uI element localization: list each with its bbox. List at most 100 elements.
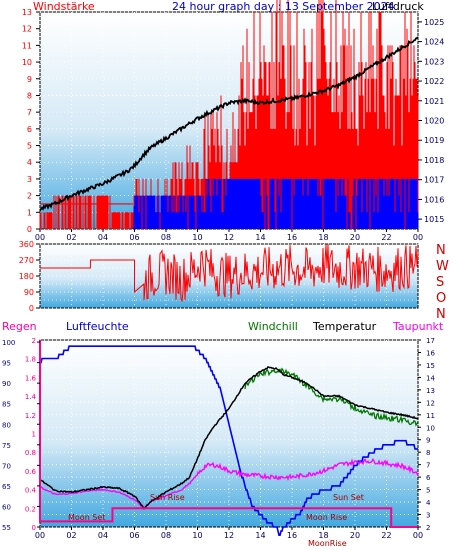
dir-tick-label-0: 0 xyxy=(29,304,34,313)
x3-tick-label-0: 00 xyxy=(35,531,45,540)
x3-tick-label-2: 04 xyxy=(98,531,108,540)
hum-tick-label-3: 70 xyxy=(2,462,11,470)
rain-tick-label-6: 0.6 xyxy=(25,468,37,476)
dir-tick-label-4: 180 xyxy=(19,272,34,281)
wind-tick-label-5: 5 xyxy=(27,142,32,151)
hum-tick-label-1: 60 xyxy=(2,503,11,511)
temp-tick-label-13: 15 xyxy=(426,362,435,370)
label-regen: Regen xyxy=(2,320,37,333)
rain-tick-label-0: 0 xyxy=(32,524,36,532)
label-windchill: Windchill xyxy=(248,320,298,333)
compass-w: W xyxy=(436,259,449,274)
wind-tick-label-3: 3 xyxy=(27,175,32,184)
axes-3: 55606570758085909510000.20.40.60.811.21.… xyxy=(2,337,435,540)
x3-tick-label-7: 14 xyxy=(255,531,265,540)
hum-tick-label-4: 75 xyxy=(2,442,11,450)
x1-tick-label-2: 04 xyxy=(98,233,108,242)
panel-wind-pressure: 0123456789101112131015101610171018101910… xyxy=(22,0,445,242)
temp-tick-label-7: 9 xyxy=(426,437,430,445)
x1-tick-label-10: 20 xyxy=(350,233,360,242)
annotation-sun-rise: Sun Rise xyxy=(150,493,185,502)
pressure-tick-label-10: 1025 xyxy=(424,18,444,27)
temp-tick-label-3: 5 xyxy=(426,487,430,495)
temp-tick-label-1: 3 xyxy=(426,512,430,520)
wind-tick-label-4: 4 xyxy=(27,158,32,167)
wind-tick-label-8: 8 xyxy=(27,91,32,100)
wind-tick-label-12: 12 xyxy=(22,25,32,34)
annotation-moonrise-bottom: MoonRise xyxy=(308,539,347,548)
rain-tick-label-20: 2 xyxy=(32,337,36,345)
humidity-line xyxy=(40,345,418,537)
pressure-line xyxy=(39,36,419,211)
hum-tick-label-2: 65 xyxy=(2,483,11,491)
wind-tick-label-0: 0 xyxy=(27,225,32,234)
label-luftfeuchte: Luftfeuchte xyxy=(66,320,129,333)
x3-tick-label-4: 08 xyxy=(161,531,171,540)
x3-tick-label-3: 06 xyxy=(129,531,139,540)
temperature-line xyxy=(39,365,419,510)
plot-area-3 xyxy=(39,339,419,528)
hum-tick-label-8: 95 xyxy=(2,360,11,368)
panel-temperature-humidity: 55606570758085909510000.20.40.60.811.21.… xyxy=(2,337,435,540)
hum-tick-label-5: 80 xyxy=(2,421,11,429)
temp-tick-label-0: 2 xyxy=(426,524,430,532)
pressure-tick-label-9: 1024 xyxy=(424,38,444,47)
dewpoint-line xyxy=(39,457,419,510)
series-3 xyxy=(39,340,419,537)
temp-tick-label-4: 6 xyxy=(426,474,431,482)
x1-tick-label-3: 06 xyxy=(129,233,139,242)
rain-tick-label-12: 1.2 xyxy=(25,412,36,420)
pressure-tick-label-0: 1015 xyxy=(424,215,444,224)
x1-tick-label-8: 16 xyxy=(287,233,297,242)
rain-tick-label-8: 0.8 xyxy=(25,449,36,457)
pressure-tick-label-6: 1021 xyxy=(424,97,444,106)
wind-tick-label-7: 7 xyxy=(27,108,32,117)
dir-tick-label-2: 90 xyxy=(24,288,34,297)
annotation-sun-set: Sun Set xyxy=(333,493,364,502)
series-1 xyxy=(39,0,419,229)
wind-tick-label-2: 2 xyxy=(27,192,32,201)
wind-tick-label-13: 13 xyxy=(22,8,32,17)
annotation-moon-rise: Moon Rise xyxy=(306,513,347,522)
x1-tick-label-4: 08 xyxy=(161,233,171,242)
hum-tick-label-9: 100 xyxy=(2,339,15,347)
temp-tick-label-5: 7 xyxy=(426,462,430,470)
temp-tick-label-14: 16 xyxy=(426,349,435,357)
x1-tick-label-12: 00 xyxy=(413,233,423,242)
rain-tick-label-4: 0.4 xyxy=(25,487,37,495)
wind-tick-label-11: 11 xyxy=(22,41,32,50)
x1-tick-label-1: 02 xyxy=(66,233,76,242)
dir-tick-label-6: 270 xyxy=(19,256,34,265)
dir-tick-label-8: 360 xyxy=(19,240,34,249)
rain-tick-label-14: 1.4 xyxy=(25,393,37,401)
compass-s: S xyxy=(436,275,444,290)
wind-direction-line xyxy=(40,243,419,303)
pressure-tick-label-8: 1023 xyxy=(424,57,444,66)
temp-tick-label-10: 12 xyxy=(426,399,435,407)
x1-tick-label-7: 14 xyxy=(255,233,265,242)
pressure-tick-label-3: 1018 xyxy=(424,156,444,165)
temp-tick-label-2: 4 xyxy=(426,499,431,507)
pressure-tick-label-1: 1016 xyxy=(424,195,444,204)
x3-tick-label-8: 16 xyxy=(287,531,297,540)
pressure-axis-title: Luftdruck xyxy=(372,0,424,13)
pressure-tick-label-4: 1019 xyxy=(424,136,444,145)
rain-tick-label-2: 0.2 xyxy=(25,505,36,513)
wind-tick-label-9: 9 xyxy=(27,75,32,84)
wind-tick-label-1: 1 xyxy=(27,208,32,217)
x1-tick-label-0: 00 xyxy=(35,233,45,242)
label-taupunkt: Taupunkt xyxy=(392,320,444,333)
x3-tick-label-12: 00 xyxy=(413,531,423,540)
x1-tick-label-11: 22 xyxy=(381,233,391,242)
chart-title: 24 hour graph day : 13 September 2024 xyxy=(172,0,395,13)
x3-tick-label-1: 02 xyxy=(66,531,76,540)
temp-tick-label-9: 11 xyxy=(426,412,435,420)
x3-tick-label-9: 18 xyxy=(318,531,328,540)
axes-2: 0 90 180 270 360 xyxy=(19,240,40,313)
compass-n-top: N xyxy=(436,243,446,258)
windchill-line xyxy=(244,367,419,427)
axes-1: 0123456789101112131015101610171018101910… xyxy=(22,8,445,242)
annotation-moon-set: Moon Set xyxy=(68,513,105,522)
x3-tick-label-11: 22 xyxy=(381,531,391,540)
rain-tick-label-18: 1.8 xyxy=(25,356,36,364)
